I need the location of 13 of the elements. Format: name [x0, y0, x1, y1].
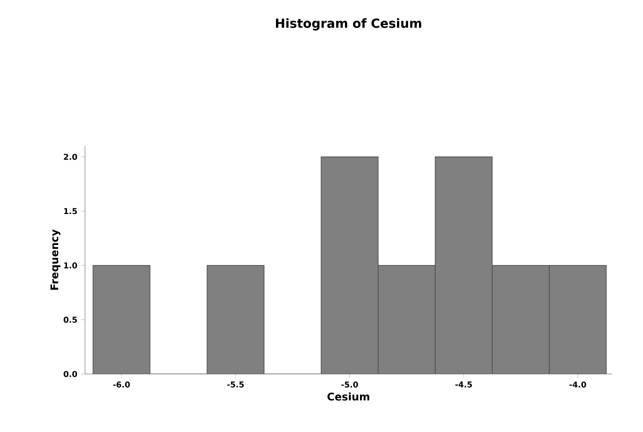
- x-axis-title: Cesium: [327, 392, 370, 401]
- x-tick-label: -6.0: [113, 382, 130, 388]
- x-tick-label: -5.5: [227, 382, 244, 388]
- y-axis-title: Frequency: [50, 229, 60, 290]
- y-tick-label: 1.0: [64, 262, 78, 268]
- y-tick-label: 2.0: [64, 154, 78, 160]
- x-tick-label: -4.0: [569, 382, 586, 388]
- y-tick-label: 1.5: [64, 208, 77, 214]
- x-tick-label: -4.5: [455, 382, 472, 388]
- x-tick-label: -5.0: [341, 382, 358, 388]
- chart-title: Histogram of Cesium: [276, 18, 422, 30]
- y-tick-label: 0.0: [64, 370, 78, 378]
- y-tick-label: 0.5: [64, 316, 77, 323]
